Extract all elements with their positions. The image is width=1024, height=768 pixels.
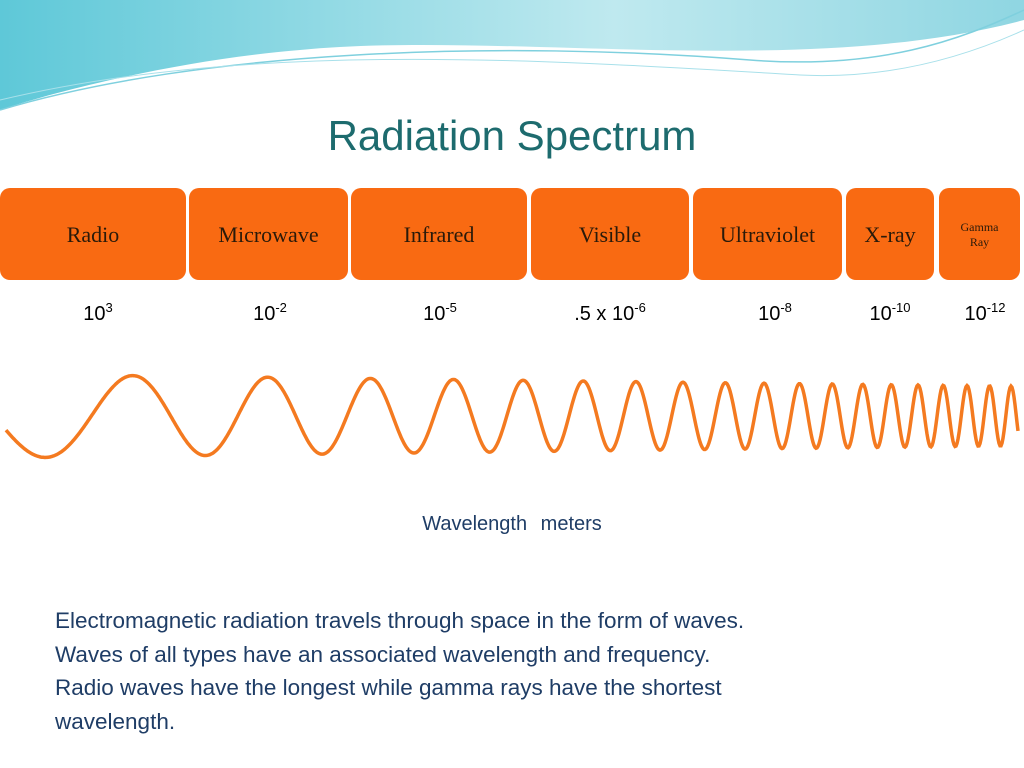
axis-unit: meters bbox=[540, 513, 602, 535]
band-label: X-ray bbox=[864, 222, 916, 247]
band: Infrared bbox=[351, 188, 527, 280]
wavelength: 10-5 bbox=[360, 300, 520, 326]
wavelength-base: 10 bbox=[964, 303, 987, 325]
wavelength: 103 bbox=[18, 300, 178, 326]
wavelength-exponent: -12 bbox=[986, 300, 1006, 315]
axis-label: Wavelength meters bbox=[0, 513, 1024, 536]
band: Visible bbox=[531, 188, 689, 280]
wavelength-exponent: -5 bbox=[445, 300, 457, 315]
header-swoosh bbox=[0, 0, 1024, 110]
wavelength: 10-8 bbox=[695, 300, 855, 326]
band-label: Visible bbox=[578, 222, 642, 247]
header-line bbox=[0, 29, 1024, 101]
paragraph-line: Waves of all types have an associated wa… bbox=[55, 641, 711, 667]
paragraph-line: Radio waves have the longest while gamma… bbox=[55, 675, 722, 700]
wavelength-base: .5 x 10 bbox=[574, 303, 635, 325]
axis-name: Wavelength bbox=[422, 513, 528, 535]
paragraph-line: Electromagnetic radiation travels throug… bbox=[55, 608, 745, 633]
band: Microwave bbox=[189, 188, 348, 280]
wavelength: 10-2 bbox=[190, 300, 350, 326]
wavelength-exponent: -6 bbox=[634, 300, 646, 315]
wavelength-base: 10 bbox=[253, 303, 276, 325]
header-line bbox=[0, 9, 1024, 111]
band-label: Radio bbox=[66, 222, 120, 247]
wavelength-base: 10 bbox=[758, 303, 781, 325]
band-label: Gamma Ray bbox=[960, 220, 999, 249]
wavelength-exponent: -10 bbox=[891, 300, 911, 315]
wavelength-base: 10 bbox=[423, 303, 446, 325]
band-label: Microwave bbox=[218, 222, 319, 247]
wavelength-base: 10 bbox=[83, 303, 106, 325]
wavelength-exponent: -8 bbox=[780, 300, 792, 315]
paragraph-line: wavelength. bbox=[55, 708, 176, 734]
wavelength-exponent: -2 bbox=[275, 300, 287, 315]
wavelength: 10-12 bbox=[905, 300, 1024, 326]
band: Ultraviolet bbox=[693, 188, 842, 280]
band: Radio bbox=[0, 188, 186, 280]
band: X-ray bbox=[846, 188, 934, 280]
band: Gamma Ray bbox=[939, 188, 1020, 280]
slide-title: Radiation Spectrum bbox=[327, 112, 697, 159]
wave bbox=[4, 373, 1020, 460]
wavelength: .5 x 10-6 bbox=[530, 300, 690, 326]
wavelength-exponent: 3 bbox=[105, 300, 113, 315]
band-label: Ultraviolet bbox=[719, 222, 816, 247]
band-label: Infrared bbox=[403, 222, 475, 247]
paragraph: Electromagnetic radiation travels throug… bbox=[55, 604, 744, 738]
wavelength-base: 10 bbox=[869, 303, 892, 325]
wavelength: 10-10 bbox=[810, 300, 970, 326]
